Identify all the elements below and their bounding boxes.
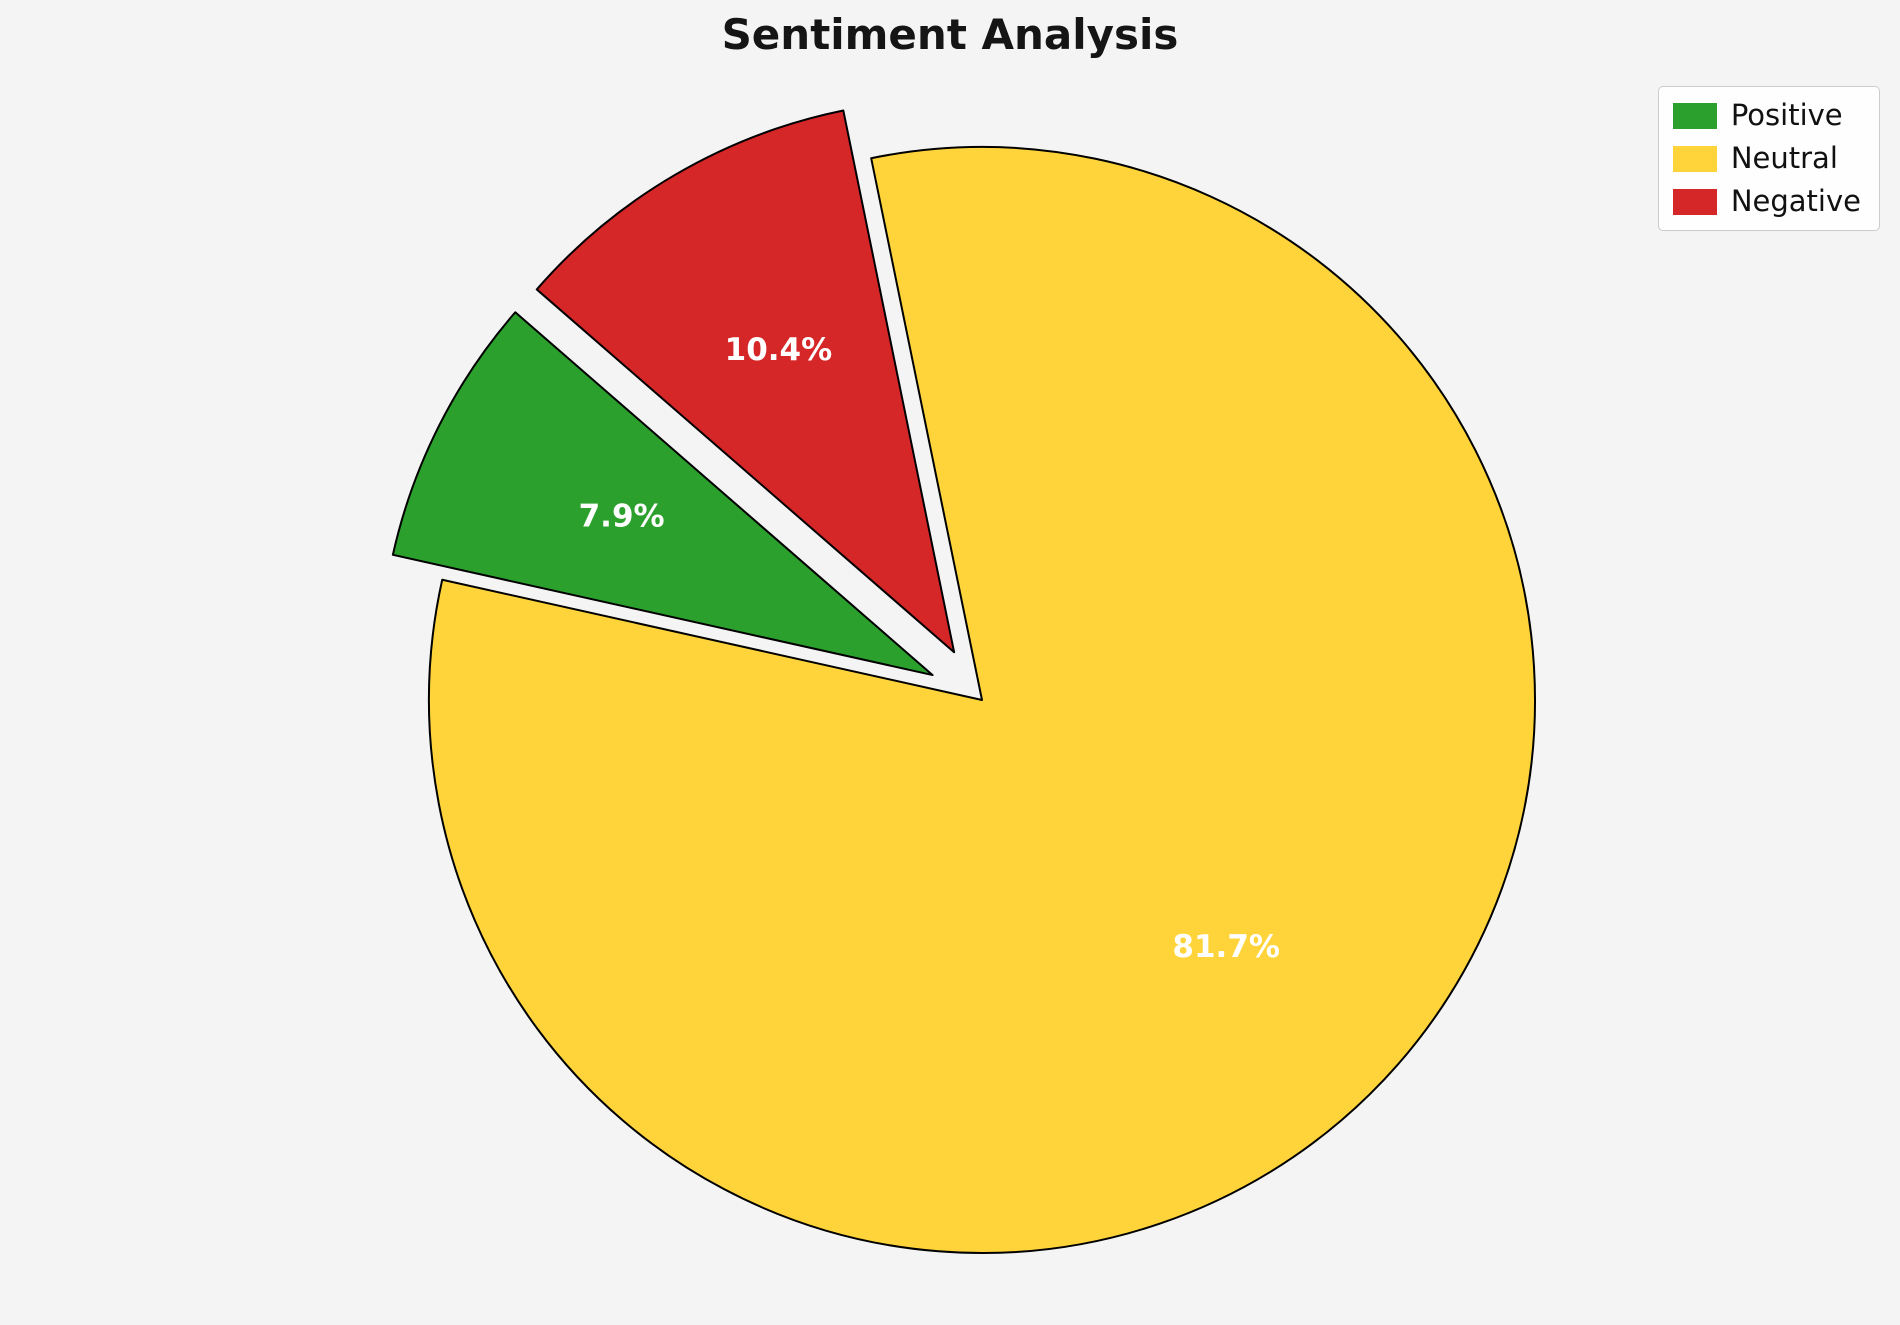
legend-item-neutral: Neutral bbox=[1672, 141, 1861, 175]
pie-label-negative: 10.4% bbox=[725, 332, 833, 368]
pie-label-neutral: 81.7% bbox=[1172, 929, 1280, 965]
pie-slice-neutral bbox=[428, 146, 1536, 1254]
legend-swatch bbox=[1672, 188, 1717, 215]
pie-label-positive: 7.9% bbox=[579, 499, 665, 535]
legend-swatch bbox=[1672, 145, 1717, 172]
legend-item-negative: Negative bbox=[1672, 184, 1861, 218]
legend-label: Negative bbox=[1730, 184, 1861, 218]
legend-swatch bbox=[1672, 102, 1717, 129]
pie-slice-negative bbox=[535, 109, 956, 654]
legend-label: Neutral bbox=[1730, 141, 1838, 175]
legend-label: Positive bbox=[1730, 98, 1843, 132]
pie-slice-positive bbox=[391, 311, 934, 677]
legend-item-positive: Positive bbox=[1672, 98, 1861, 132]
chart-title: Sentiment Analysis bbox=[721, 10, 1179, 59]
legend: Positive Neutral Negative bbox=[1657, 86, 1880, 231]
